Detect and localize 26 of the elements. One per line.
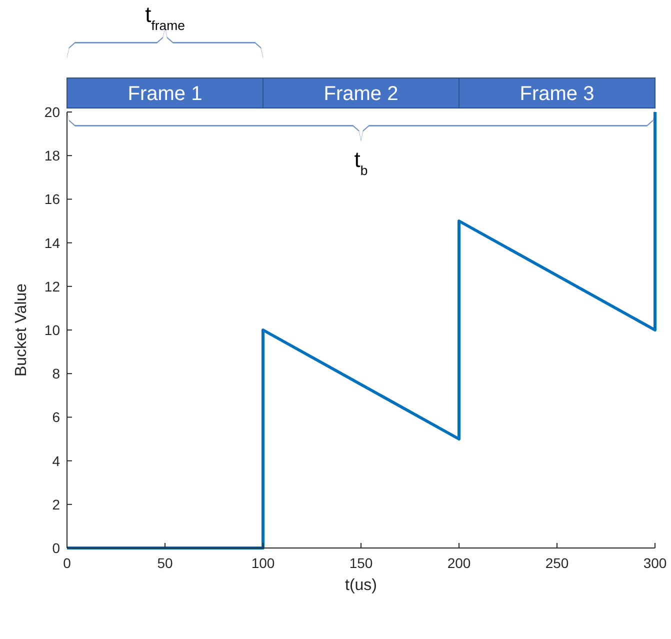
y-tick-label: 6 <box>52 409 60 426</box>
y-tick-label: 20 <box>44 104 60 120</box>
y-axis-title: Bucket Value <box>13 283 30 377</box>
y-tick-label: 18 <box>44 148 60 164</box>
x-tick-label: 250 <box>545 555 569 571</box>
y-tick-label: 14 <box>44 234 60 251</box>
y-tick-label: 4 <box>52 452 60 469</box>
y-tick-label: 10 <box>44 322 60 338</box>
annotation: t$_{b}$ <box>354 147 368 178</box>
y-tick-label: 12 <box>44 278 60 294</box>
x-tick-label: 300 <box>643 555 667 571</box>
text: Frame 1 <box>128 83 202 105</box>
text: Frame 3 <box>520 83 594 105</box>
x-tick-label: 150 <box>349 555 373 571</box>
x-tick-label: 100 <box>251 555 275 571</box>
x-tick-label: 200 <box>447 555 471 571</box>
y-tick-label: 2 <box>52 496 60 512</box>
x-tick-label: 0 <box>63 555 72 571</box>
y-tick-label: 0 <box>52 540 60 556</box>
x-axis-title: t(us) <box>345 577 377 594</box>
text: t$_{frame}$ <box>145 2 185 32</box>
y-tick-label: 16 <box>44 191 60 208</box>
y-tick-label: 8 <box>52 366 60 382</box>
text: Frame 2 <box>324 83 398 105</box>
x-tick-label: 50 <box>157 555 173 571</box>
line-series <box>66 110 656 550</box>
